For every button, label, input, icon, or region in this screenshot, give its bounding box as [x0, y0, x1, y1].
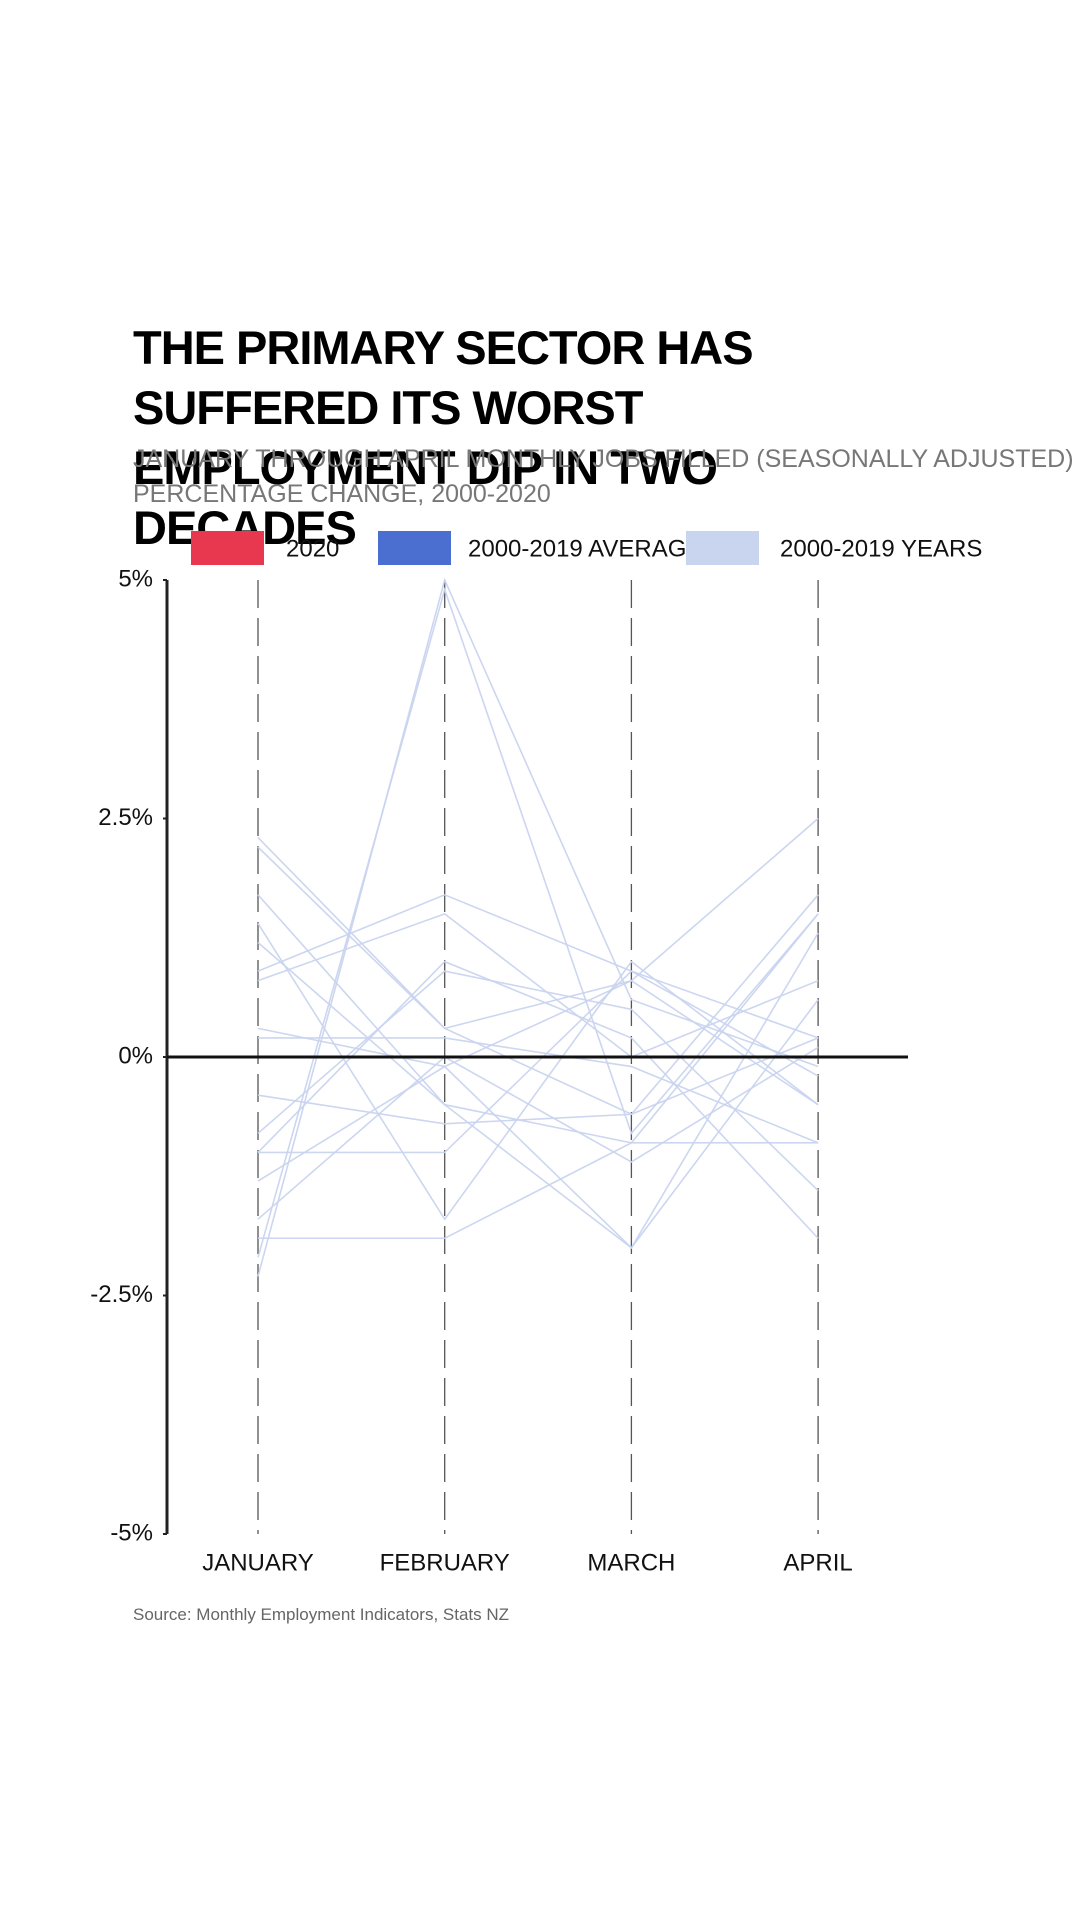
- data-line: [257, 941, 819, 1144]
- data-line: [257, 960, 819, 1239]
- chart-subtitle: JANUARY THROUGH APRIL MONTHLY JOBS FILLE…: [133, 445, 1074, 473]
- data-line: [257, 837, 819, 1116]
- data-line: [258, 970, 819, 1154]
- data-line: [257, 912, 819, 1058]
- data-line: [257, 970, 819, 1192]
- chart-subtitle: PERCENTAGE CHANGE, 2000-2020: [133, 480, 551, 508]
- legend-label: 2020: [286, 535, 339, 562]
- chart-title: THE PRIMARY SECTOR HAS SUFFERED ITS WORS…: [133, 321, 754, 554]
- data-line: [257, 846, 819, 1106]
- data-line: [257, 923, 819, 1221]
- data-line: [257, 999, 819, 1250]
- x-tick-label: APRIL: [783, 1549, 852, 1576]
- x-tick-label: JANUARY: [202, 1549, 314, 1576]
- y-tick-label: 2.5%: [98, 804, 153, 831]
- x-tick-label: FEBRUARY: [380, 1549, 510, 1576]
- data-line: [257, 894, 819, 1249]
- y-tick-label: 5%: [118, 565, 153, 592]
- y-tick-label: -2.5%: [90, 1281, 153, 1308]
- data-line: [258, 913, 819, 1240]
- legend-swatch: [686, 531, 759, 565]
- x-tick-label: MARCH: [587, 1549, 675, 1576]
- data-line: [257, 893, 819, 1077]
- y-tick-label: -5%: [110, 1519, 153, 1546]
- legend-swatch: [191, 531, 264, 565]
- legend-label: 2000-2019 YEARS: [780, 535, 982, 562]
- data-line: [257, 817, 819, 1068]
- legend-swatch: [378, 531, 451, 565]
- legend-label: 2000-2019 AVERAGE: [468, 535, 702, 562]
- source-note: Source: Monthly Employment Indicators, S…: [133, 1605, 510, 1624]
- y-tick-label: 0%: [118, 1042, 153, 1069]
- data-line: [257, 1046, 819, 1220]
